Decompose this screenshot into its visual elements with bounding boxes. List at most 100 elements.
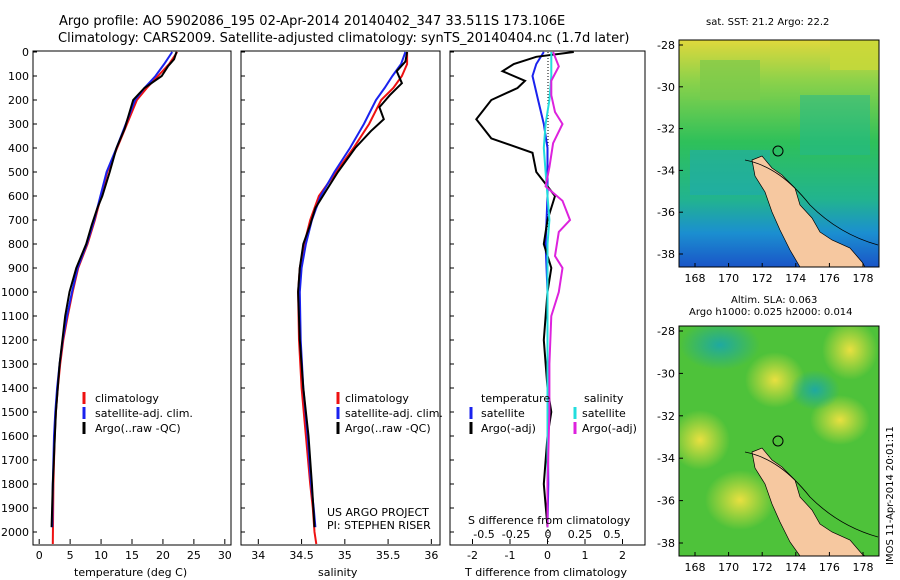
x-tick-label: 1: [582, 549, 589, 562]
sla-high: [745, 352, 805, 408]
land-northland: [751, 155, 866, 267]
depth-tick-label: 300: [8, 118, 29, 131]
legend-label-t-argo: Argo(-adj): [481, 422, 536, 435]
temperature-x-axis: 0 5 10 15 20 25 30: [36, 539, 232, 562]
top-tick-label: -0.5: [473, 528, 494, 541]
depth-tick-label: 2000: [1, 526, 29, 539]
x-tick-label: -2: [467, 549, 478, 562]
bathymetry-contour: [744, 159, 879, 246]
salinity-xlabel: salinity: [318, 566, 358, 579]
salinity-series: [297, 51, 409, 545]
sla-high: [822, 326, 878, 380]
sla-low: [790, 370, 840, 410]
map-x-tick-label: 174: [785, 561, 806, 574]
map-x-tick-label: 178: [853, 272, 874, 285]
x-tick-label: 35.5: [376, 549, 401, 562]
map-x-tick-label: 172: [752, 272, 773, 285]
depth-tick-label: 1600: [1, 430, 29, 443]
x-tick-label: 15: [125, 549, 139, 562]
temperature-series: [50, 51, 179, 545]
depth-tick-label: 1700: [1, 454, 29, 467]
depth-tick-label: 1900: [1, 502, 29, 515]
map-x-tick-label: 170: [718, 561, 739, 574]
x-tick-label: 34: [251, 549, 265, 562]
salinity-x-axis: 34 34.5 35 35.5 36: [251, 539, 438, 562]
figure-title-line1: Argo profile: AO 5902086_195 02-Apr-2014…: [59, 14, 565, 29]
difference-x-axis: -2 -1 0 1 2 -0.5 -0.25 0 0.25 0.5: [467, 528, 626, 562]
climatology-line: [297, 52, 409, 545]
salinity-legend: climatology satellite-adj. clim. Argo(..…: [327, 392, 443, 532]
x-tick-label: 0: [544, 549, 551, 562]
s-argo-line: [544, 51, 572, 528]
sst-map-axes: -28 -30 -32 -34 -36 -38 168 170 172 174 176 178: [657, 39, 873, 285]
legend-salinity-heading: salinity: [584, 392, 624, 405]
map-y-tick-label: -38: [657, 248, 675, 261]
depth-tick-label: 200: [8, 94, 29, 107]
map-x-tick-label: 170: [718, 272, 739, 285]
map-y-tick-label: -38: [657, 537, 675, 550]
x-tick-label: 35: [338, 549, 352, 562]
legend-label-t-satellite: satellite: [481, 407, 525, 420]
sla-map-axes: -28 -30 -32 -34 -36 -38 168 170 172 174 176 178: [657, 325, 873, 574]
sla-map-title1: Altim. SLA: 0.063: [731, 295, 817, 306]
bathymetry-contour: [744, 451, 879, 538]
x-tick-label: 34.5: [289, 549, 314, 562]
pi-note: PI: STEPHEN RISER: [327, 519, 431, 532]
sla-map: [679, 326, 879, 556]
x-tick-label: 36: [424, 549, 438, 562]
difference-panel-frame: [449, 50, 646, 546]
map-y-tick-label: -28: [657, 325, 675, 338]
difference-top-label: S difference from climatology: [468, 514, 631, 527]
depth-tick-label: 1300: [1, 358, 29, 371]
map-y-tick-label: -30: [657, 81, 675, 94]
map-y-tick-label: -32: [657, 410, 675, 423]
depth-tick-label: 400: [8, 142, 29, 155]
depth-tick-label: 1500: [1, 406, 29, 419]
sst-map-frame: [678, 39, 880, 268]
depth-tick-label: 700: [8, 214, 29, 227]
map-y-tick-label: -28: [657, 39, 675, 52]
sla-low: [680, 326, 760, 370]
depth-tick-label: 1400: [1, 382, 29, 395]
satellite-line: [298, 51, 407, 528]
sla-map-title2: Argo h1000: 0.025 h2000: 0.014: [689, 307, 853, 318]
sla-high: [705, 470, 775, 530]
sst-patch: [800, 95, 870, 155]
temperature-xlabel: temperature (deg C): [74, 566, 187, 579]
legend-label-satellite: satellite-adj. clim.: [345, 407, 443, 420]
depth-tick-label: 1100: [1, 310, 29, 323]
x-tick-label: 0: [36, 549, 43, 562]
s-satellite-line: [542, 52, 553, 528]
argo-line: [50, 51, 178, 528]
difference-legend: temperature salinity satellite Argo(-adj…: [469, 392, 637, 435]
top-tick-label: 0.25: [568, 528, 593, 541]
sla-high: [679, 410, 730, 470]
x-tick-label: 25: [187, 549, 201, 562]
x-tick-label: 30: [218, 549, 232, 562]
depth-tick-label: 1200: [1, 334, 29, 347]
map-x-tick-label: 168: [685, 561, 706, 574]
depth-tick-label: 1800: [1, 478, 29, 491]
land-northland: [751, 447, 866, 556]
top-tick-label: 0: [545, 528, 552, 541]
argo-location-marker: [772, 145, 784, 157]
depth-tick-label: 1000: [1, 286, 29, 299]
map-y-tick-label: -36: [657, 206, 675, 219]
argo-location-marker: [772, 435, 784, 447]
x-tick-label: 10: [94, 549, 108, 562]
depth-tick-label: 500: [8, 166, 29, 179]
map-x-tick-label: 176: [819, 561, 840, 574]
depth-tick-label: 800: [8, 238, 29, 251]
project-note: US ARGO PROJECT: [327, 506, 429, 519]
temperature-panel-frame: [32, 50, 232, 546]
map-x-tick-label: 172: [752, 561, 773, 574]
imos-timestamp-label: IMOS 11-Apr-2014 20:01:11: [885, 426, 896, 565]
x-tick-label: 5: [67, 549, 74, 562]
x-tick-label: 2: [619, 549, 626, 562]
top-tick-label: -0.25: [502, 528, 530, 541]
map-x-tick-label: 168: [685, 272, 706, 285]
map-x-tick-label: 174: [785, 272, 806, 285]
depth-tick-label: 100: [8, 70, 29, 83]
difference-xlabel: T difference from climatology: [464, 566, 627, 579]
